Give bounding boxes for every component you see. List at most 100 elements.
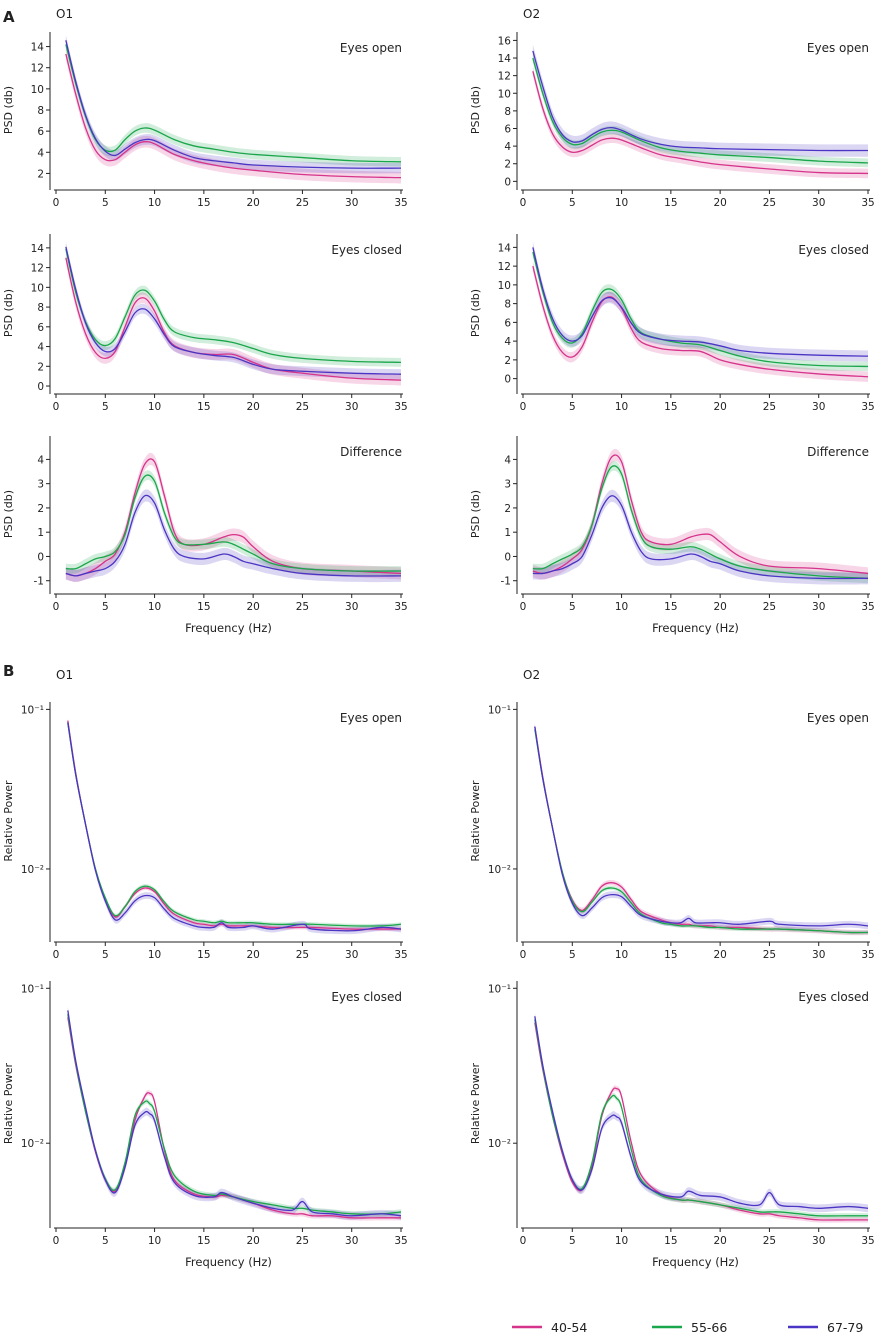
x-tick-label: 5 (102, 949, 109, 961)
series-line-40-54 (65, 458, 402, 577)
y-axis-label: Relative Power (2, 780, 15, 862)
x-tick-label: 25 (763, 401, 776, 413)
series-line-67-79 (534, 1016, 869, 1209)
series-line-55-66 (65, 248, 402, 363)
x-axis-label: Frequency (Hz) (652, 621, 739, 635)
x-tick-label: 30 (345, 601, 358, 613)
x-tick-label: 25 (296, 197, 309, 209)
chart-B-O1-open: 0 5 10 15 20 25 30 35 10⁻² 10⁻¹ Relative Power Eyes… (2, 702, 408, 961)
panel-title: Eyes open (807, 41, 869, 55)
x-tick-label: 35 (861, 197, 874, 209)
x-tick-label: 35 (394, 1235, 407, 1247)
x-tick-label: 30 (345, 1235, 358, 1247)
series-line-40-54 (532, 71, 869, 175)
panel-title: Difference (340, 445, 402, 459)
x-tick-label: 20 (713, 197, 726, 209)
x-tick-label: 0 (53, 601, 60, 613)
y-tick-label: 4 (37, 342, 44, 354)
series-line-67-79 (67, 1010, 402, 1217)
y-tick-label: 2 (37, 361, 44, 373)
channel-label-o1: O1 (56, 7, 73, 21)
y-tick-label: 0 (504, 176, 511, 188)
series-line-67-79 (532, 50, 869, 152)
y-tick-label: 0 (504, 374, 511, 386)
y-tick-label: 2 (504, 159, 511, 171)
y-tick-label: 10⁻² (21, 1138, 44, 1150)
y-tick-label: 6 (504, 124, 511, 136)
x-tick-label: 20 (246, 949, 259, 961)
x-tick-label: 10 (148, 601, 161, 613)
confidence-band-40-54 (534, 723, 868, 936)
x-tick-label: 35 (394, 401, 407, 413)
chart-B-O2-open: 0 5 10 15 20 25 30 35 10⁻² 10⁻¹ Relative Power Eyes… (469, 702, 875, 961)
series-line-67-79 (532, 495, 869, 580)
y-tick-label: 6 (37, 322, 44, 334)
y-tick-label: -1 (34, 576, 44, 588)
y-tick-label: 1 (37, 527, 44, 539)
y-tick-label: 8 (504, 106, 511, 118)
y-tick-label: 12 (498, 71, 511, 83)
series-line-55-66 (65, 474, 402, 572)
y-tick-label: 14 (498, 53, 512, 65)
y-tick-label: 2 (504, 355, 511, 367)
y-axis-label: Relative Power (2, 1062, 15, 1144)
x-tick-label: 15 (197, 197, 210, 209)
chart-A-O2-closed: 0 5 10 15 20 25 30 35 0 2 4 6 8 10 12 14 PSD (db) Eyes cl… (469, 234, 875, 413)
x-tick-label: 20 (713, 1235, 726, 1247)
y-tick-label: 0 (37, 551, 44, 563)
x-tick-label: 35 (861, 1235, 874, 1247)
x-tick-label: 15 (664, 1235, 677, 1247)
y-tick-label: 10 (498, 88, 511, 100)
confidence-band-40-54 (67, 718, 401, 932)
y-tick-label: 10⁻¹ (488, 704, 511, 716)
y-tick-label: 4 (504, 454, 511, 466)
x-tick-label: 0 (520, 1235, 527, 1247)
x-tick-label: 5 (102, 401, 109, 413)
y-tick-label: 0 (37, 381, 44, 393)
x-tick-label: 5 (569, 197, 576, 209)
y-tick-label: 3 (504, 479, 511, 491)
x-tick-label: 30 (812, 197, 825, 209)
y-tick-label: 10 (31, 84, 44, 96)
x-tick-label: 5 (569, 601, 576, 613)
chart-A-O2-open: 0 5 10 15 20 25 30 35 0 2 4 6 8 10 12 14 16 PSD (db) Eyes … (469, 32, 875, 209)
x-tick-label: 10 (148, 949, 161, 961)
panel-title: Eyes closed (798, 990, 869, 1004)
y-tick-label: 2 (37, 503, 44, 515)
x-tick-label: 30 (345, 949, 358, 961)
confidence-band-40-54 (65, 252, 402, 386)
chart-B-O2-closed: 0 5 10 15 20 25 30 35 10⁻² 10⁻¹ Relative Power Freq… (469, 981, 875, 1269)
y-tick-label: 4 (504, 336, 511, 348)
series-line-67-79 (65, 40, 402, 169)
y-tick-label: 8 (37, 105, 44, 117)
x-tick-label: 20 (713, 949, 726, 961)
y-tick-label: 10⁻² (488, 864, 511, 876)
x-tick-label: 10 (148, 401, 161, 413)
x-tick-label: 25 (296, 1235, 309, 1247)
confidence-band-67-79 (67, 718, 401, 935)
chart-A-O1-diff: 0 5 10 15 20 25 30 35 -1 0 1 2 3 4 PSD (db) Frequency (… (2, 436, 408, 635)
x-tick-label: 10 (615, 949, 628, 961)
y-tick-label: 10⁻¹ (488, 983, 511, 995)
y-tick-label: 10 (31, 282, 44, 294)
legend-label-40-54: 40-54 (551, 1320, 587, 1335)
confidence-band-55-66 (532, 247, 868, 372)
x-tick-label: 35 (394, 601, 407, 613)
y-tick-label: 14 (31, 243, 45, 255)
y-tick-label: 16 (498, 35, 512, 47)
x-tick-label: 35 (394, 197, 407, 209)
x-tick-label: 0 (520, 197, 527, 209)
y-axis-label: Relative Power (469, 1062, 482, 1144)
x-tick-label: 30 (812, 949, 825, 961)
x-tick-label: 10 (148, 197, 161, 209)
x-tick-label: 15 (197, 401, 210, 413)
series-line-67-79 (534, 726, 869, 927)
y-tick-label: 3 (37, 479, 44, 491)
x-tick-label: 5 (102, 1235, 109, 1247)
series-line-55-66 (532, 465, 869, 579)
x-axis-label: Frequency (Hz) (185, 621, 272, 635)
series-line-55-66 (67, 1014, 402, 1215)
y-tick-label: 6 (504, 317, 511, 329)
series-line-55-66 (65, 44, 402, 163)
x-tick-label: 15 (664, 197, 677, 209)
